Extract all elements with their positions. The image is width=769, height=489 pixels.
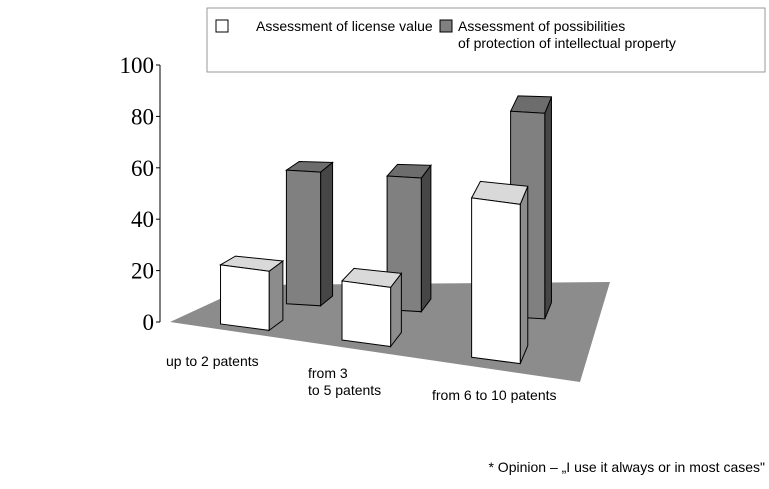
bar-front [471,197,521,365]
legend-label: Assessment of license value [256,18,433,34]
bar-front [285,169,322,307]
y-tick-label: 40 [131,207,154,232]
legend-swatch [439,19,453,33]
y-tick-label: 60 [131,156,154,181]
bar-top [509,95,553,114]
y-tick-label: 100 [120,53,155,78]
annotation: * Opinion – „I use it always or in most … [488,459,765,475]
y-tick-label: 20 [131,259,154,284]
bar [340,267,403,348]
y-tick-label: 80 [131,104,154,129]
x-tick-label: from 3 to 5 patents [308,365,381,398]
bar-side [420,163,432,314]
legend-swatch [215,19,229,33]
bar-side [519,186,529,364]
x-tick-label: from 6 to 10 patents [432,387,557,403]
bar [219,255,285,332]
x-tick-label: up to 2 patents [166,353,259,369]
bar-front [220,264,270,331]
bar [284,160,334,307]
bar-side [544,96,552,320]
bar-side [268,260,284,332]
y-tick-label: 0 [143,310,155,335]
legend-label: Assessment of possibilities of protection… [458,18,676,51]
bar-front [341,280,392,348]
legend-box [206,7,766,73]
bar [470,180,529,365]
bar-side [320,161,334,307]
